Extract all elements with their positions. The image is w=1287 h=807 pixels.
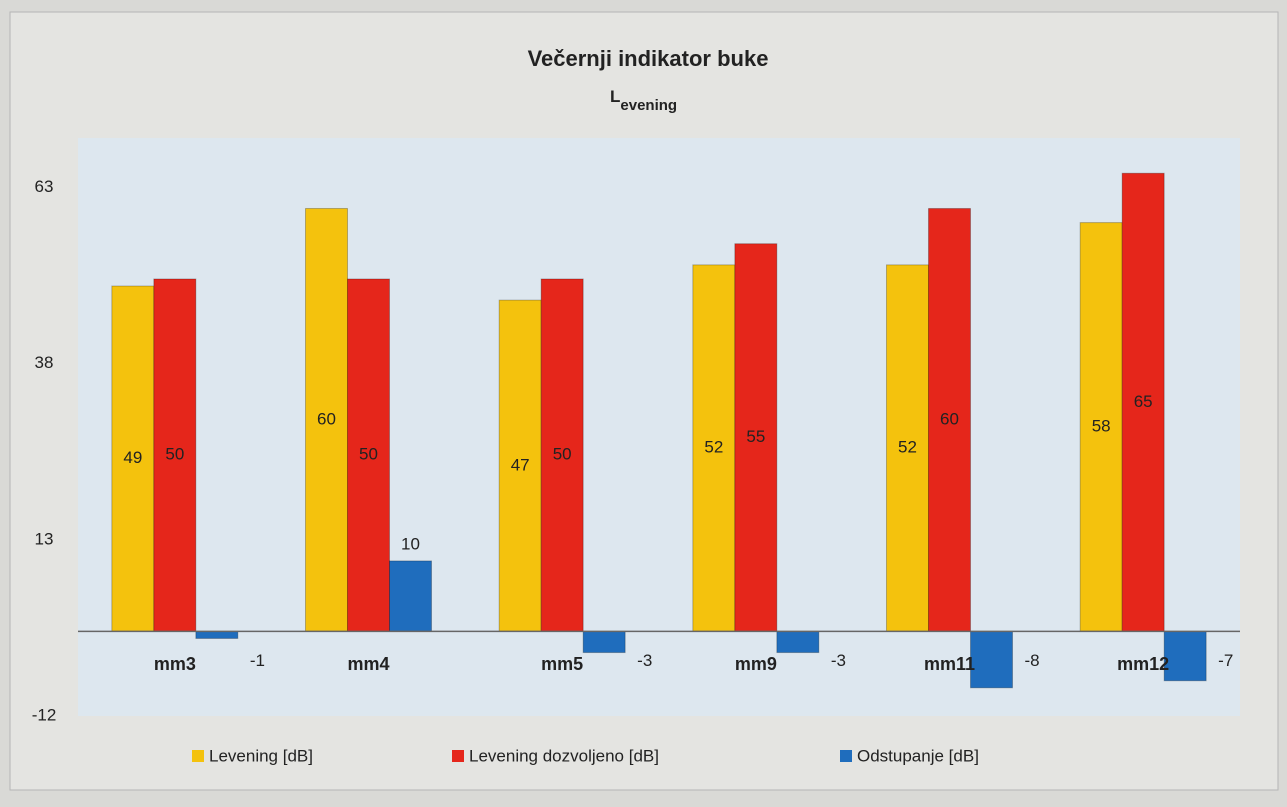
chart-subtitle: Levening — [610, 87, 677, 113]
data-label: 47 — [511, 455, 530, 474]
chart-title: Večernji indikator buke — [528, 46, 769, 71]
plot-area — [78, 138, 1240, 716]
bar — [970, 630, 1013, 689]
legend-label: Levening [dB] — [209, 746, 313, 765]
data-label: 50 — [165, 445, 184, 464]
legend-swatch — [452, 750, 464, 762]
bar — [389, 560, 432, 632]
bar — [582, 630, 626, 654]
bar — [111, 285, 155, 632]
data-label: 50 — [359, 445, 378, 464]
data-label: -7 — [1218, 651, 1233, 670]
bar — [928, 207, 971, 632]
y-tick-label: 63 — [35, 177, 54, 196]
data-label: -3 — [637, 651, 652, 670]
y-tick-label: -12 — [32, 705, 57, 724]
data-label: -1 — [250, 651, 265, 670]
x-tick-label: mm3 — [154, 654, 196, 674]
bar — [347, 278, 390, 632]
bar — [540, 278, 584, 632]
x-tick-label: mm5 — [541, 654, 583, 674]
legend-label: Levening dozvoljeno [dB] — [469, 746, 659, 765]
data-label: 50 — [553, 445, 572, 464]
bar — [1079, 222, 1123, 632]
bar — [305, 207, 348, 632]
data-label: 58 — [1092, 416, 1111, 435]
data-label: 10 — [401, 534, 420, 553]
data-label: 49 — [123, 448, 142, 467]
bar — [1121, 172, 1165, 632]
data-label: 60 — [940, 409, 959, 428]
data-label: -8 — [1025, 651, 1040, 670]
data-label: 60 — [317, 409, 336, 428]
bar — [498, 299, 542, 632]
data-label: 52 — [704, 438, 723, 457]
bar — [195, 630, 239, 639]
legend-swatch — [840, 750, 852, 762]
bar — [776, 630, 820, 654]
data-label: 52 — [898, 438, 917, 457]
x-tick-label: mm11 — [924, 654, 975, 674]
bar — [153, 278, 197, 632]
bar — [1163, 630, 1207, 682]
data-label: 55 — [746, 427, 765, 446]
subtitle-subscript: evening — [620, 97, 677, 114]
data-label: 65 — [1134, 392, 1153, 411]
x-tick-label: mm9 — [735, 654, 777, 674]
x-tick-label: mm4 — [347, 654, 389, 674]
y-tick-label: 38 — [35, 353, 54, 372]
x-tick-label: mm12 — [1117, 654, 1169, 674]
legend-label: Odstupanje [dB] — [857, 746, 979, 765]
data-label: -3 — [831, 651, 846, 670]
bar — [886, 264, 929, 632]
legend-swatch — [192, 750, 204, 762]
subtitle-main: L — [610, 87, 620, 106]
y-tick-label: 13 — [35, 529, 54, 548]
